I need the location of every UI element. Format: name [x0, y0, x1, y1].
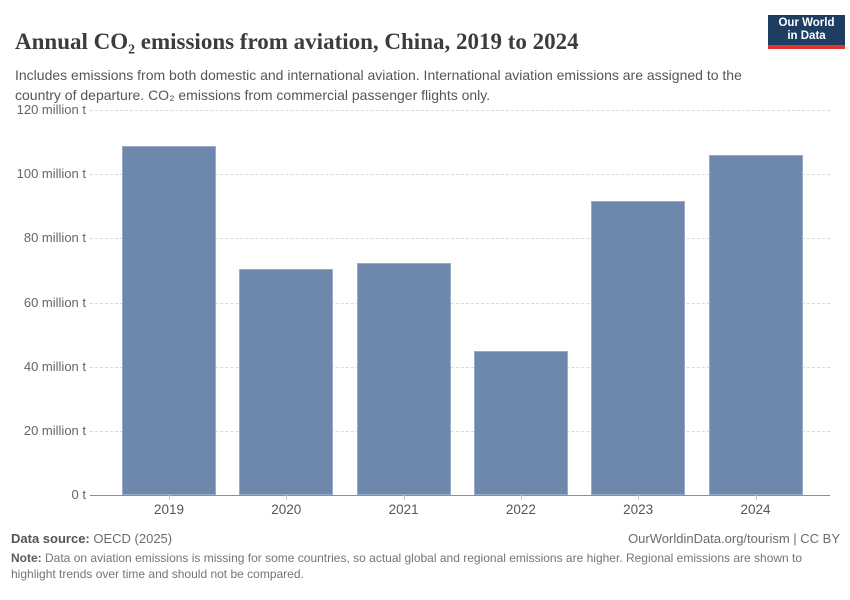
chart-subtitle: Includes emissions from both domestic an…: [15, 67, 742, 103]
x-axis-tick-2024: [755, 495, 757, 500]
footer-source-row: Data source: OECD (2025) OurWorldinData.…: [11, 531, 840, 546]
x-axis-label-2023: 2023: [623, 502, 654, 517]
y-axis-label-40: 40 million t: [23, 358, 86, 374]
owid-logo-line2: in Data: [787, 30, 826, 42]
note-label: Note:: [11, 551, 42, 565]
y-axis-label-20: 20 million t: [23, 422, 86, 438]
x-axis-label-2021: 2021: [388, 502, 419, 517]
y-axis-label-80: 80 million t: [23, 230, 86, 246]
gridline-20: [90, 430, 830, 432]
note-value: Data on aviation emissions is missing fo…: [11, 551, 803, 581]
x-axis-label-2022: 2022: [505, 502, 536, 517]
gridline-120: [90, 110, 830, 111]
bar-2023[interactable]: [591, 201, 686, 495]
y-axis-label-100: 100 million t: [16, 166, 86, 182]
y-axis-label-120: 120 million t: [16, 102, 86, 117]
bar-2020[interactable]: [239, 269, 334, 495]
bar-2022[interactable]: [473, 350, 568, 495]
x-axis-label-2019: 2019: [153, 502, 185, 517]
x-axis-tick-2022: [520, 495, 522, 500]
bar-2024[interactable]: [708, 154, 803, 495]
bar-2021[interactable]: [356, 263, 451, 495]
x-axis-tick-2023: [638, 495, 640, 500]
chart-title: Annual CO₂ emissions from aviation, Chin…: [15, 29, 579, 55]
gridline-60: [90, 302, 830, 304]
y-axis-label-60: 60 million t: [23, 294, 86, 310]
data-source-label: Data source:: [11, 531, 90, 546]
gridline-0: [90, 495, 830, 496]
owid-logo-line1: Our World: [778, 17, 835, 29]
x-axis-tick-2021: [403, 495, 405, 500]
y-axis-label-0: 0 t: [71, 487, 86, 502]
data-source-value: OECD (2025): [89, 531, 173, 546]
bar-2019[interactable]: [122, 145, 216, 495]
gridline-80: [90, 238, 830, 240]
gridline-40: [90, 366, 830, 368]
gridline-100: [90, 174, 830, 176]
footer-note: Note: Data on aviation emissions is miss…: [11, 551, 803, 582]
x-axis-label-2024: 2024: [740, 502, 771, 517]
owid-url-link[interactable]: OurWorldinData.org/tourism | CC BY: [628, 531, 840, 546]
x-axis-tick-2019: [169, 495, 170, 500]
owid-logo[interactable]: Our World in Data: [768, 15, 845, 49]
x-axis-label-2020: 2020: [271, 502, 302, 517]
x-axis-tick-2020: [286, 495, 288, 500]
data-source: Data source: OECD (2025): [11, 531, 172, 546]
